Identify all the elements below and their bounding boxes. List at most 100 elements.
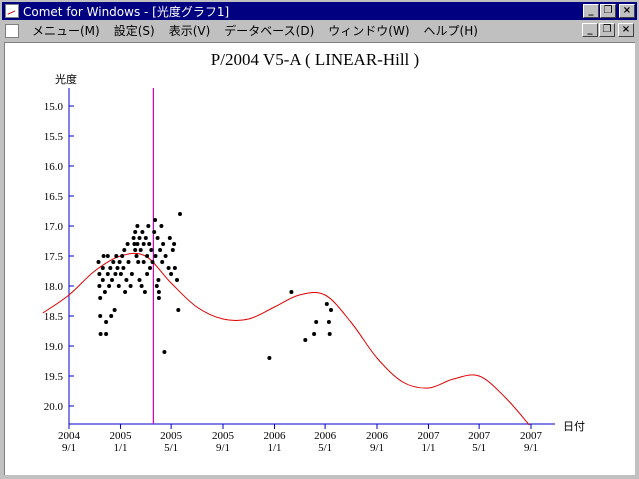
- data-point: [137, 236, 142, 240]
- data-point: [100, 266, 105, 270]
- x-axis-label: 日付: [563, 420, 585, 433]
- data-point: [145, 254, 150, 258]
- light-curve-chart: P/2004 V5-A ( LINEAR-Hill ) 光度 日付 15.015…: [42, 50, 585, 454]
- child-minimize-button[interactable]: _: [582, 23, 598, 37]
- data-point: [152, 230, 157, 234]
- data-point: [122, 248, 127, 252]
- child-close-button[interactable]: ×: [618, 23, 634, 37]
- data-point: [109, 314, 114, 318]
- data-point: [289, 290, 294, 294]
- data-point: [98, 332, 103, 336]
- data-point: [97, 272, 102, 276]
- y-ticks: 15.0 15.5 16.0 16.5 17.0 17.5 18.0 18.5 19.0 19.5…: [44, 101, 74, 413]
- data-point: [138, 248, 143, 252]
- curve-line: [42, 252, 530, 425]
- data-point: [131, 236, 136, 240]
- menu-help[interactable]: ヘルプ(H): [423, 24, 478, 38]
- data-point: [117, 260, 122, 264]
- x-tick-monthday: 5/1: [472, 442, 486, 454]
- chart-title: P/2004 V5-A ( LINEAR-Hill ): [211, 50, 419, 69]
- y-tick-label: 15.5: [44, 131, 64, 143]
- data-point: [141, 242, 146, 246]
- title-bar[interactable]: Comet for Windows - [光度グラフ1] _ ❐ ×: [2, 2, 637, 20]
- minimize-button[interactable]: _: [583, 4, 599, 18]
- data-point: [143, 236, 148, 240]
- restore-button[interactable]: ❐: [600, 4, 616, 18]
- data-point: [113, 272, 118, 276]
- menu-window[interactable]: ウィンドウ(W): [328, 24, 410, 38]
- x-tick-monthday: 9/1: [62, 442, 76, 454]
- data-point: [158, 248, 163, 252]
- y-tick-label: 19.0: [44, 341, 64, 353]
- y-tick-label: 18.0: [44, 281, 64, 293]
- data-point: [112, 308, 117, 312]
- data-point: [156, 278, 161, 282]
- data-point: [146, 224, 151, 228]
- data-point: [324, 302, 329, 306]
- data-point: [167, 236, 172, 240]
- data-point: [116, 284, 121, 288]
- data-point: [326, 320, 331, 324]
- data-point: [124, 278, 129, 282]
- data-point: [166, 266, 171, 270]
- y-tick-label: 16.0: [44, 161, 64, 173]
- x-tick-year: 2006: [366, 430, 389, 442]
- y-tick-label: 18.5: [44, 311, 64, 323]
- app-chart-icon[interactable]: [5, 4, 19, 18]
- menu-view[interactable]: 表示(V): [168, 24, 211, 38]
- data-point: [98, 296, 103, 300]
- menu-menu[interactable]: メニュー(M): [32, 24, 100, 38]
- x-tick-year: 2005: [160, 430, 183, 442]
- data-point: [101, 254, 106, 258]
- data-point: [314, 320, 319, 324]
- data-point: [132, 242, 137, 246]
- axes: [68, 88, 555, 425]
- x-tick-year: 2006: [263, 430, 286, 442]
- y-tick-label: 20.0: [44, 401, 64, 413]
- data-point: [123, 290, 128, 294]
- x-tick-monthday: 9/1: [524, 442, 538, 454]
- data-point: [118, 272, 123, 276]
- data-point: [126, 260, 131, 264]
- data-point: [104, 332, 109, 336]
- data-point: [141, 260, 146, 264]
- data-point: [110, 278, 114, 282]
- data-point: [154, 284, 159, 288]
- data-point: [133, 230, 138, 234]
- data-point: [176, 308, 181, 312]
- y-axis-label: 光度: [55, 72, 77, 86]
- menu-database[interactable]: データベース(D): [224, 24, 315, 38]
- data-point: [150, 260, 155, 264]
- data-point: [120, 254, 125, 258]
- data-point: [327, 332, 332, 336]
- data-point: [125, 242, 130, 246]
- y-tick-label: 17.5: [44, 251, 64, 263]
- child-restore-button[interactable]: ❐: [599, 23, 615, 37]
- x-tick-year: 2007: [520, 430, 543, 442]
- data-point: [329, 308, 333, 312]
- y-tick-label: 17.0: [44, 221, 64, 233]
- data-point: [140, 230, 145, 234]
- data-point: [104, 320, 109, 324]
- x-tick-monthday: 9/1: [370, 442, 384, 454]
- menu-settings[interactable]: 設定(S): [113, 24, 155, 38]
- data-point: [175, 278, 179, 282]
- data-point: [153, 254, 158, 258]
- x-ticks: 20049/120051/120055/120059/120061/120065…: [58, 424, 543, 454]
- data-point: [136, 260, 141, 264]
- data-point: [96, 260, 101, 264]
- data-point: [133, 248, 138, 252]
- data-point: [121, 266, 126, 270]
- document-chart-icon[interactable]: [5, 23, 19, 38]
- chart-area: P/2004 V5-A ( LINEAR-Hill ) 光度 日付 15.0 15…: [4, 42, 635, 475]
- data-point: [148, 266, 152, 270]
- close-button[interactable]: ×: [619, 4, 635, 18]
- data-point: [149, 248, 154, 252]
- data-point: [137, 278, 142, 282]
- data-point: [114, 254, 119, 258]
- window-title: Comet for Windows - [光度グラフ1]: [23, 4, 230, 19]
- observation-points: [96, 212, 333, 360]
- data-point: [145, 272, 150, 276]
- data-point: [172, 242, 177, 246]
